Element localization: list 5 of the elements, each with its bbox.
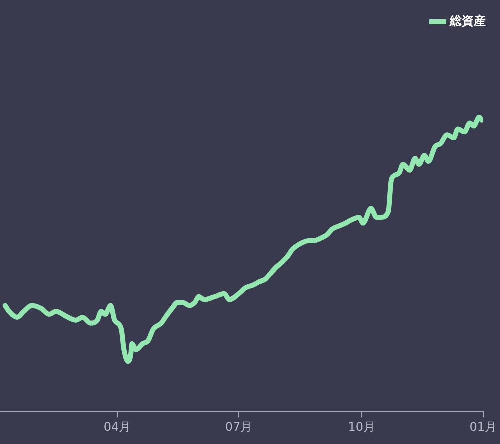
x-tick-label: 04月 [104, 420, 132, 434]
x-tick-label: 01月 [470, 420, 498, 434]
x-tick-label: 07月 [225, 420, 253, 434]
x-tick-label: 10月 [348, 420, 376, 434]
legend-label: 総資産 [449, 14, 486, 28]
